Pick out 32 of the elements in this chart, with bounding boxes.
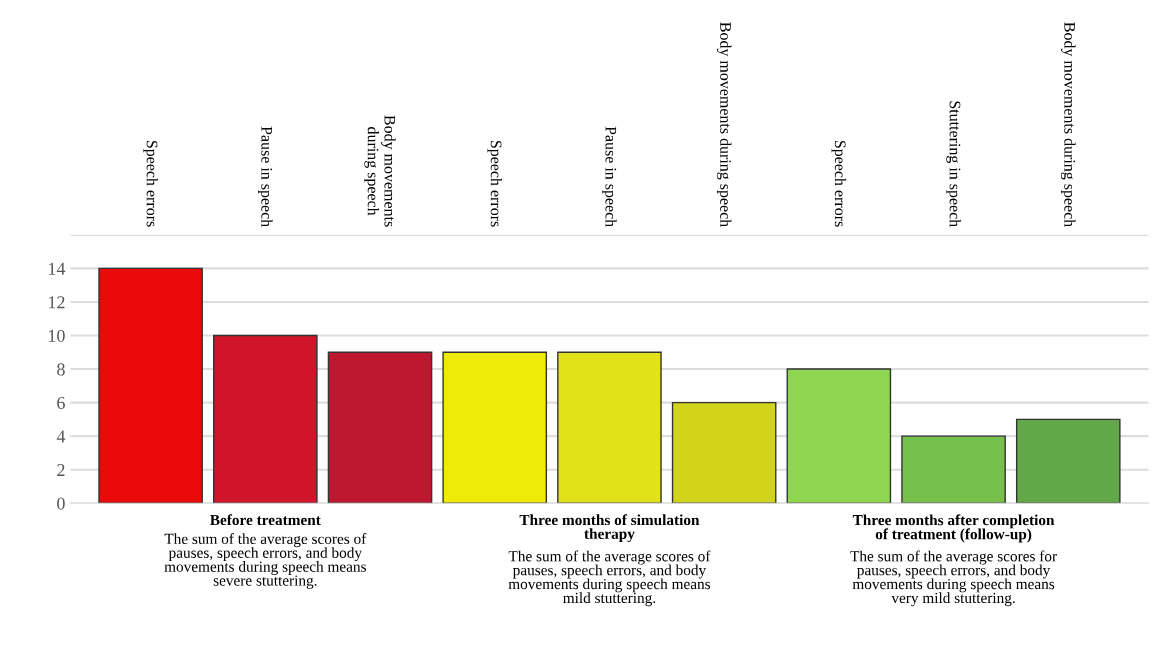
x-tick-label: Pause in speech [602, 126, 617, 227]
bar [671, 401, 777, 504]
x-tick-label: Body movements during speech [364, 115, 396, 227]
bar [901, 435, 1006, 504]
text: Three months after completion of treatment (follow-up) [852, 514, 1055, 543]
text: The sum of the average scores of pauses, speech errors, and body movements during speech means severe stuttering. [164, 533, 367, 589]
bar [1015, 418, 1121, 504]
bar [213, 334, 318, 504]
y-tick-label: 10 [48, 329, 65, 342]
x-tick-label: Body movements during speech [1061, 22, 1076, 227]
bar [557, 351, 662, 504]
y-tick-label: 8 [57, 363, 65, 376]
text: The sum of the average scores of pauses, speech errors, and body movements during speech means mild stuttering. [508, 550, 711, 607]
y-tick-label: 0 [57, 497, 65, 510]
text: The sum of the average scores for pauses, speech errors, and body movements during speech means very mild stuttering. [850, 550, 1057, 607]
bar [442, 351, 548, 504]
bar [786, 368, 892, 504]
x-tick-label: Stuttering in speech [946, 101, 961, 227]
text: Before treatment [210, 514, 321, 526]
y-tick-label: 6 [57, 396, 65, 410]
bar [98, 267, 203, 504]
text: Three months of simulation therapy [519, 514, 700, 543]
y-tick-label: 4 [56, 430, 66, 443]
bar [327, 351, 433, 504]
x-tick-label: Speech errors [831, 140, 847, 227]
y-tick-label: 12 [48, 296, 65, 309]
y-tick-label: 2 [57, 464, 65, 476]
x-tick-label: Speech errors [143, 140, 158, 227]
x-tick-label: Pause in speech [258, 126, 273, 227]
x-tick-label: Speech errors [487, 140, 502, 227]
y-tick-label: 14 [48, 262, 66, 275]
x-tick-label: Body movements during speech [716, 22, 732, 227]
